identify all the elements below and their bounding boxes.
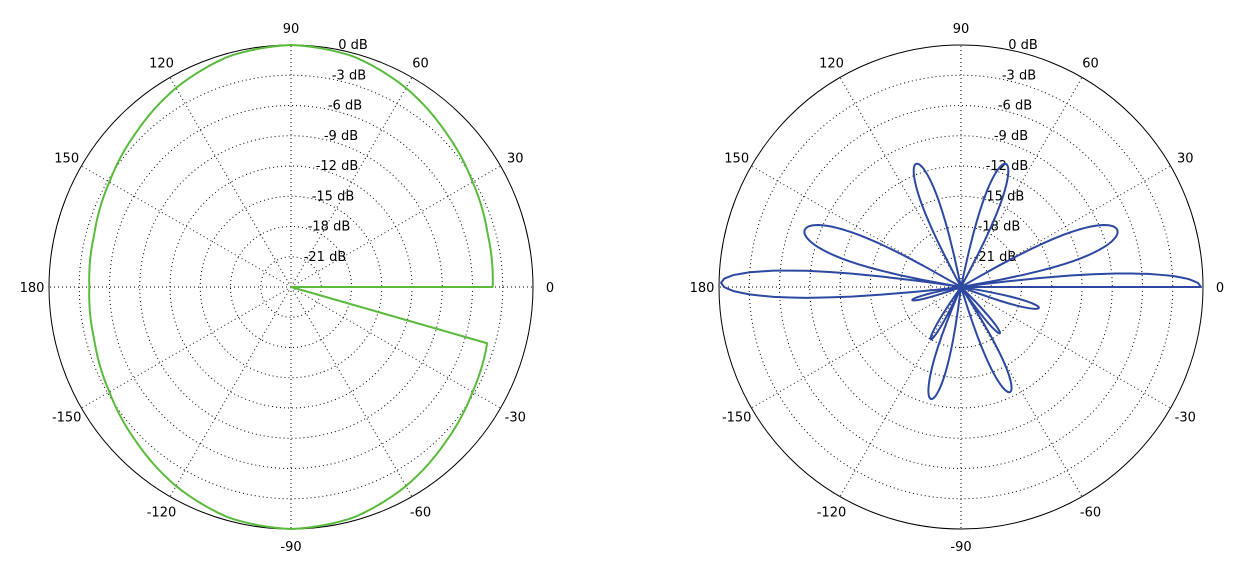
angle-tick-label: -60	[410, 505, 431, 520]
radial-tick-label: -3 dB	[1002, 68, 1036, 83]
radial-tick-label: -3 dB	[332, 68, 366, 83]
angle-tick-label: 150	[724, 152, 749, 167]
angle-tick-label: -90	[950, 540, 971, 555]
radial-tick-label: -9 dB	[324, 129, 358, 144]
grid-spoke	[290, 286, 501, 409]
radial-tick-label: -6 dB	[998, 99, 1032, 114]
series-line-right	[720, 162, 1202, 401]
radial-tick-label: -6 dB	[328, 99, 362, 114]
angle-tick-label: 30	[1177, 152, 1194, 167]
radial-tick-label: -15 dB	[312, 189, 355, 204]
angle-tick-label: -30	[505, 411, 526, 426]
angle-tick-label: -120	[147, 505, 177, 520]
grid-spoke	[81, 165, 292, 288]
grid-spoke	[839, 286, 962, 497]
radial-tick-label: -18 dB	[308, 220, 351, 235]
angle-tick-label: 30	[507, 152, 524, 167]
angle-tick-label: -120	[817, 505, 847, 520]
polar-plot-right: 0 30 60 90 120 150 180 -150 -120 -90 -60 -30 0 dB -3 …	[690, 22, 1225, 555]
angle-tick-label: -90	[280, 540, 301, 555]
radial-tick-label: -21 dB	[304, 250, 347, 265]
angle-tick-label: 120	[819, 57, 844, 72]
angle-tick-label: 90	[953, 22, 970, 37]
angle-tick-label: 150	[54, 152, 79, 167]
radial-tick-label: -12 dB	[316, 159, 359, 174]
angle-tick-label: 120	[149, 57, 174, 72]
radial-tick-label: 0 dB	[1008, 38, 1038, 53]
grid-spoke	[169, 77, 292, 288]
angle-tick-label: -30	[1175, 411, 1196, 426]
radial-tick-label: 0 dB	[338, 38, 368, 53]
angle-tick-label: 90	[283, 22, 300, 37]
angle-tick-label: 0	[546, 281, 554, 296]
angle-tick-label: 0	[1216, 281, 1224, 296]
radial-tick-label: -9 dB	[994, 129, 1028, 144]
grid-spoke	[81, 286, 292, 409]
grid-spoke	[839, 77, 962, 288]
series-line-left	[88, 44, 494, 530]
angle-tick-label: -60	[1080, 505, 1101, 520]
grid-spoke	[960, 286, 1083, 497]
grid-spoke	[751, 286, 962, 409]
angle-tick-label: 180	[690, 281, 715, 296]
grid-spoke	[960, 286, 1171, 409]
polar-plot-left: 0 30 60 90 120 150 180 -150 -120 -90 -60 -30 0 dB -3 …	[20, 22, 555, 555]
grid-spoke	[960, 77, 1083, 288]
grid-ring	[78, 74, 504, 500]
grid-spoke	[290, 165, 501, 288]
radial-tick-label: -18 dB	[978, 220, 1021, 235]
grid-spoke	[290, 286, 413, 497]
angle-tick-label: 60	[412, 57, 429, 72]
grid-spoke	[169, 286, 292, 497]
angle-tick-label: -150	[52, 411, 82, 426]
angle-tick-label: 60	[1082, 57, 1099, 72]
angle-tick-label: -150	[722, 411, 752, 426]
angle-tick-label: 180	[20, 281, 45, 296]
grid-spoke	[290, 77, 413, 288]
